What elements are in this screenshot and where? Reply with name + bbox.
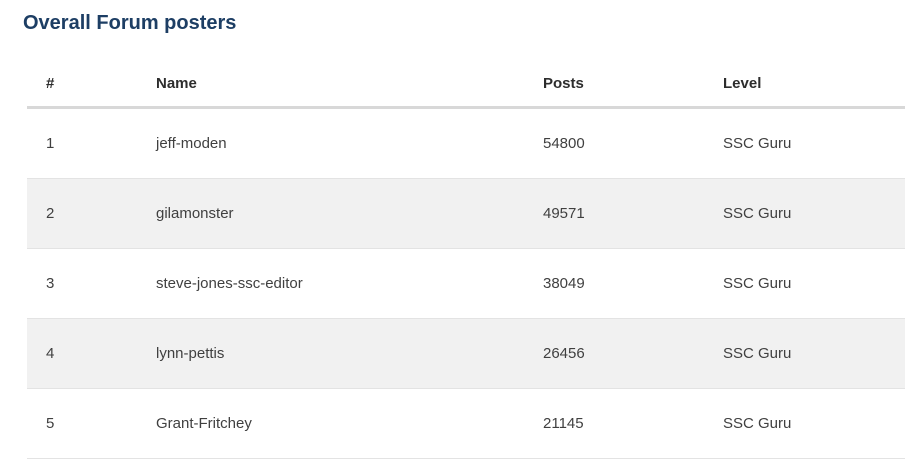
table-row: 4 lynn-pettis 26456 SSC Guru <box>27 318 905 389</box>
posts-cell: 38049 <box>524 248 704 319</box>
name-cell: steve-jones-ssc-editor <box>137 248 524 319</box>
name-cell: gilamonster <box>137 178 524 249</box>
rank-cell: 4 <box>27 318 137 389</box>
name-cell: lynn-pettis <box>137 318 524 389</box>
forum-posters-table: # Name Posts Level 1 jeff-moden 54800 SS… <box>27 55 905 459</box>
column-header-name: Name <box>137 55 524 109</box>
rank-cell: 1 <box>27 107 137 179</box>
posts-cell: 21145 <box>524 388 704 459</box>
level-cell: SSC Guru <box>704 107 905 179</box>
posts-cell: 26456 <box>524 318 704 389</box>
column-header-level: Level <box>704 55 905 109</box>
table-row: 1 jeff-moden 54800 SSC Guru <box>27 107 905 179</box>
name-cell: Grant-Fritchey <box>137 388 524 459</box>
level-cell: SSC Guru <box>704 178 905 249</box>
rank-cell: 3 <box>27 248 137 319</box>
column-header-rank: # <box>27 55 137 109</box>
posts-cell: 54800 <box>524 107 704 179</box>
table-row: 2 gilamonster 49571 SSC Guru <box>27 178 905 249</box>
page: { "page": { "title": "Overall Forum post… <box>0 12 918 459</box>
rank-cell: 2 <box>27 178 137 249</box>
posts-cell: 49571 <box>524 178 704 249</box>
level-cell: SSC Guru <box>704 388 905 459</box>
column-header-posts: Posts <box>524 55 704 109</box>
level-cell: SSC Guru <box>704 318 905 389</box>
table-row: 5 Grant-Fritchey 21145 SSC Guru <box>27 388 905 459</box>
table-header-row: # Name Posts Level <box>27 55 905 109</box>
rank-cell: 5 <box>27 388 137 459</box>
level-cell: SSC Guru <box>704 248 905 319</box>
table-row: 3 steve-jones-ssc-editor 38049 SSC Guru <box>27 248 905 319</box>
page-title: Overall Forum posters <box>23 12 237 34</box>
name-cell: jeff-moden <box>137 107 524 179</box>
